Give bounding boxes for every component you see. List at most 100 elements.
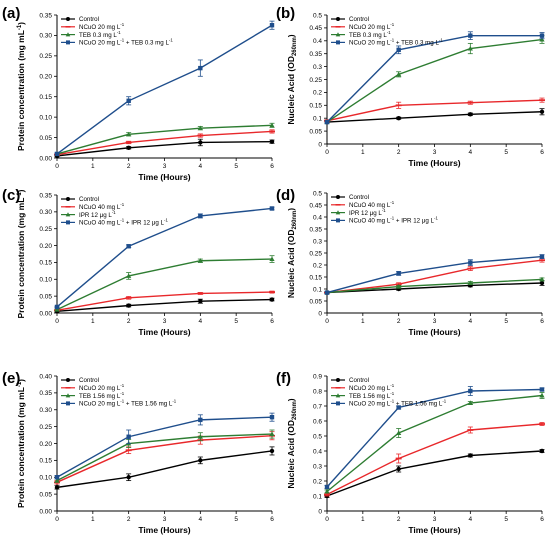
data-point — [126, 303, 131, 308]
x-tick-label: 5 — [504, 318, 508, 325]
data-point — [54, 475, 60, 480]
data-point — [126, 434, 131, 439]
data-point — [324, 484, 330, 490]
series-line — [326, 388, 543, 488]
data-point — [468, 260, 473, 265]
x-tick-label: 3 — [163, 516, 167, 523]
x-tick-label: 0 — [55, 318, 59, 325]
y-tick-label: 0.15 — [309, 274, 322, 281]
data-point — [198, 65, 203, 71]
x-tick-label: 1 — [361, 318, 365, 325]
data-point — [468, 112, 473, 117]
series-1 — [54, 446, 275, 490]
data-point — [396, 466, 401, 472]
y-tick-label: 0.8 — [313, 388, 322, 395]
data-point — [198, 417, 203, 423]
y-axis-title: Nucleic Acid (OD260nm) — [286, 34, 298, 124]
panel-label: (e) — [2, 370, 20, 387]
data-point — [539, 99, 545, 102]
series-2 — [54, 290, 275, 312]
y-tick-label: 0.15 — [39, 94, 52, 101]
x-tick-label: 0 — [325, 318, 329, 325]
data-point — [396, 405, 401, 410]
data-point — [324, 119, 330, 125]
x-tick-label: 1 — [361, 149, 365, 156]
x-axis-title: Time (Hours) — [138, 172, 190, 182]
y-tick-label: 0.35 — [309, 226, 322, 233]
data-point — [539, 254, 545, 259]
panel-label: (b) — [276, 5, 295, 22]
data-point — [269, 414, 275, 420]
data-point — [54, 478, 60, 483]
data-point — [126, 131, 132, 137]
y-tick-label: 0.25 — [309, 250, 322, 257]
y-tick-label: 0.3 — [313, 238, 322, 245]
series-line — [56, 298, 273, 313]
data-point — [54, 307, 60, 312]
data-point — [395, 457, 402, 460]
data-point — [126, 98, 131, 103]
y-tick-label: 0.2 — [313, 478, 322, 485]
data-point — [467, 429, 474, 431]
series-1 — [324, 280, 545, 295]
legend-marker — [335, 26, 341, 28]
series-3 — [54, 429, 275, 483]
data-point — [126, 273, 132, 278]
y-tick-label: 0.35 — [39, 12, 52, 19]
x-tick-label: 5 — [234, 318, 238, 325]
data-point — [467, 267, 474, 270]
data-point — [324, 493, 330, 496]
x-tick-label: 5 — [234, 516, 238, 523]
data-point — [539, 392, 545, 398]
series-1 — [54, 138, 275, 159]
x-tick-label: 4 — [199, 318, 203, 325]
series-3 — [324, 392, 545, 494]
series-4 — [324, 386, 545, 490]
data-point — [468, 33, 473, 38]
series-line — [56, 124, 273, 155]
legend-entry: TEB 0.3 mg L-1 — [79, 30, 121, 39]
y-tick-label: 0.4 — [313, 448, 322, 455]
legend-entry: IPR 12 μg L-1 — [349, 208, 386, 217]
legend-marker — [66, 197, 70, 201]
legend-entry: TEB 1.56 mg L-1 — [79, 391, 125, 400]
y-tick-label: 0.00 — [39, 508, 52, 515]
series-line — [326, 99, 543, 122]
data-point — [269, 448, 275, 454]
x-axis-title: Time (Hours) — [408, 158, 460, 168]
legend-marker — [336, 218, 340, 223]
data-point — [198, 140, 203, 145]
legend-marker — [335, 387, 341, 389]
x-tick-label: 5 — [504, 149, 508, 156]
y-tick-label: 0.30 — [39, 407, 52, 414]
series-line — [326, 255, 543, 294]
y-tick-label: 0.4 — [313, 38, 322, 45]
y-tick-label: 0.25 — [39, 226, 52, 233]
panel-label: (d) — [276, 187, 295, 204]
legend-entry: NCuO 20 mg L-1 + TEB 0.3 mg L-1 — [349, 38, 443, 47]
x-tick-label: 1 — [91, 516, 95, 523]
data-point — [396, 430, 402, 435]
series-2 — [324, 257, 545, 294]
y-tick-label: 0 — [318, 141, 322, 148]
x-tick-label: 3 — [163, 163, 167, 170]
y-tick-label: 0.05 — [39, 293, 52, 300]
legend-marker — [66, 378, 70, 382]
y-tick-label: 0 — [318, 508, 322, 515]
series-line — [56, 291, 273, 311]
data-point — [539, 259, 545, 262]
series-3 — [324, 276, 545, 295]
y-tick-label: 0.25 — [39, 53, 52, 60]
x-tick-label: 0 — [55, 516, 59, 523]
data-point — [396, 47, 401, 53]
series-line — [56, 416, 273, 478]
legend-marker — [65, 393, 71, 398]
legend-entry: NCuO 20 mg L-1 — [349, 22, 395, 31]
legend-marker — [65, 212, 71, 217]
data-point — [467, 280, 473, 285]
legend-entry: TEB 1.56 mg L-1 — [349, 391, 395, 400]
panel-label: (a) — [2, 5, 20, 22]
